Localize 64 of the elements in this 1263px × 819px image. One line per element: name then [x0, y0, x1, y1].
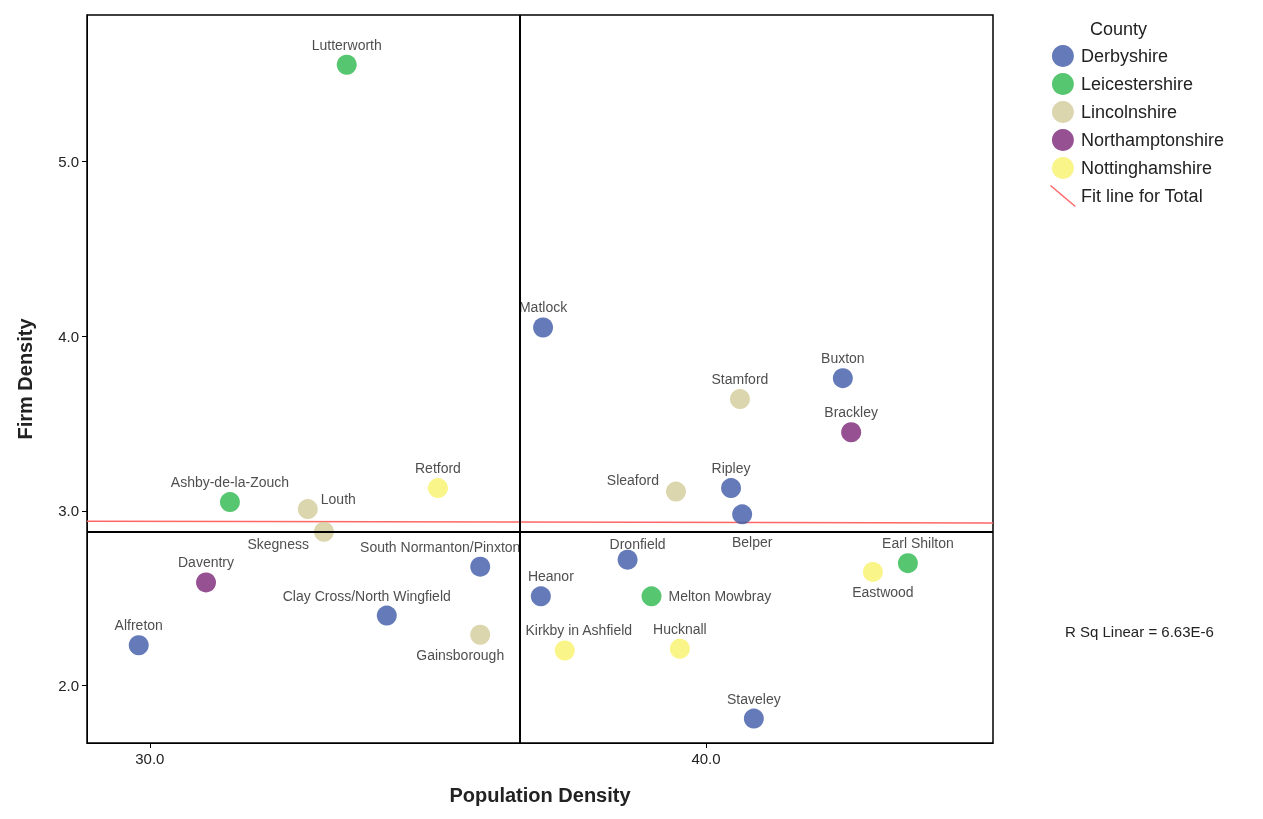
text: R Sq Linear = 6.63E-6	[1065, 623, 1214, 640]
y-tick-label: 2.0	[58, 676, 79, 694]
data-label: Earl Shilton	[882, 535, 954, 552]
y-tick-label: 5.0	[58, 153, 79, 171]
point	[669, 638, 690, 659]
y-axis-title: Firm Density	[14, 317, 36, 440]
data-label: Lutterworth	[311, 36, 382, 53]
point	[641, 586, 662, 607]
data-label: Louth	[320, 491, 356, 508]
data-label: Dronfield	[609, 535, 666, 552]
legend-title: County	[1090, 19, 1148, 39]
point	[470, 556, 491, 577]
data-label: Alfreton	[114, 617, 163, 634]
point	[743, 708, 764, 729]
point	[554, 640, 575, 661]
data-label: Retford	[414, 460, 461, 477]
y-tick-label: 4.0	[58, 327, 79, 345]
data-label: Stamford	[711, 371, 769, 388]
point	[841, 422, 862, 443]
legend-label: Leicestershire	[1080, 74, 1193, 94]
point	[617, 549, 638, 570]
point	[530, 586, 551, 607]
point	[732, 504, 753, 525]
point	[721, 478, 742, 499]
data-label: Gainsborough	[416, 646, 505, 663]
data-label: Skegness	[247, 535, 309, 552]
point	[729, 389, 750, 410]
data-label: Brackley	[824, 404, 879, 421]
data-label: Belper	[731, 534, 773, 551]
legend-label: Nottinghamshire	[1080, 158, 1212, 178]
point	[862, 561, 883, 582]
x-tick-label: 30.0	[135, 750, 165, 767]
y-tick-label: 3.0	[58, 502, 79, 520]
point	[470, 624, 491, 645]
point	[297, 499, 318, 520]
legend-label: Derbyshire	[1080, 46, 1168, 66]
data-label: Daventry	[178, 554, 235, 571]
point	[533, 317, 554, 338]
data-label: Staveley	[727, 690, 781, 707]
data-label: Buxton	[821, 350, 865, 367]
point	[832, 368, 853, 389]
data-label: Ripley	[711, 460, 751, 477]
legend-label: Fit line for Total	[1080, 186, 1203, 206]
data-label: Melton Mowbray	[668, 588, 772, 605]
data-label: Kirkby in Ashfield	[525, 622, 633, 639]
data-label: Sleaford	[606, 471, 659, 488]
x-axis-title: Population Density	[449, 784, 632, 806]
data-label: Hucknall	[653, 620, 707, 637]
x-tick-label: 40.0	[691, 750, 721, 767]
legend-label: Lincolnshire	[1080, 102, 1177, 122]
legend-label: Northamptonshire	[1080, 130, 1224, 150]
point	[666, 481, 686, 502]
point	[427, 478, 448, 499]
point	[219, 492, 240, 513]
data-label: Heanor	[527, 568, 575, 585]
data-label: South Normanton/Pinxton	[360, 538, 521, 555]
point	[196, 572, 217, 593]
point	[128, 635, 149, 656]
point	[897, 553, 918, 574]
data-label: Clay Cross/North Wingfield	[282, 587, 451, 604]
point	[336, 54, 357, 75]
data-label: Ashby-de-la-Zouch	[170, 474, 290, 491]
point	[376, 605, 397, 626]
data-label: Eastwood	[852, 583, 914, 600]
